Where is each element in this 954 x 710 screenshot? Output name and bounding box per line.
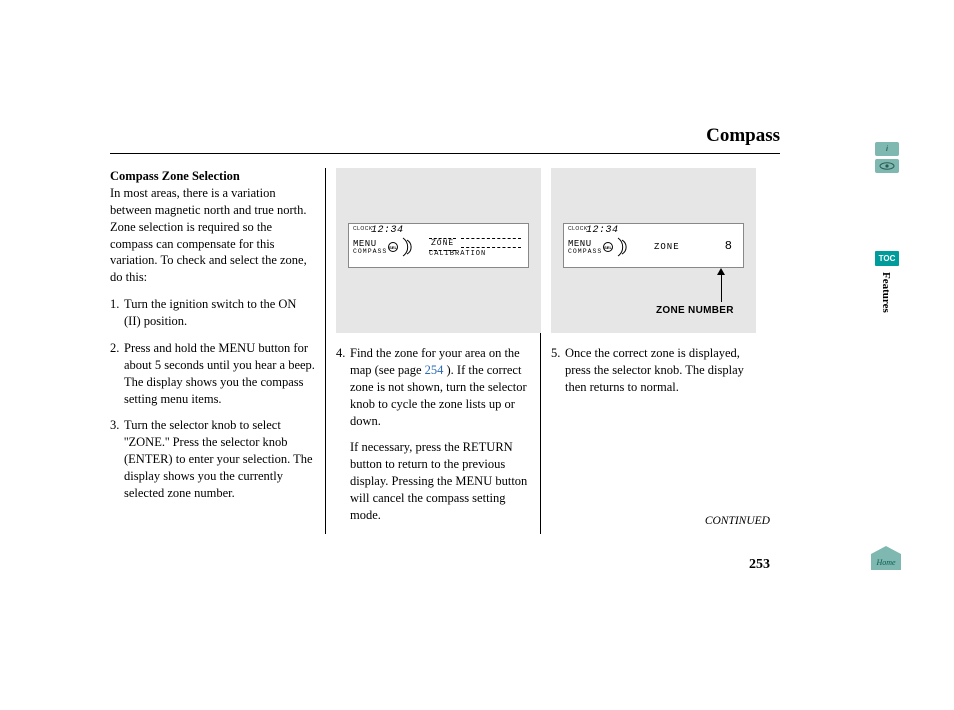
- lcd-sel-icon: SEL: [388, 242, 398, 252]
- lcd2-arc-icon: [614, 234, 640, 260]
- lcd-compass: COMPASS: [353, 248, 387, 257]
- column-1: Compass Zone Selection In most areas, th…: [110, 168, 325, 534]
- toc-tab[interactable]: TOC: [875, 251, 899, 266]
- step-5-text: Once the correct zone is displayed, pres…: [565, 345, 745, 396]
- step-2-text: Press and hold the MENU button for about…: [124, 340, 315, 408]
- column-3: CLOCK 12:34 MENU COMPASS SEL ZONE 8 ZONE…: [540, 168, 755, 534]
- step-2-num: 2.: [110, 340, 124, 408]
- home-tab[interactable]: Home: [871, 554, 901, 570]
- content-columns: Compass Zone Selection In most areas, th…: [110, 168, 870, 534]
- lcd-arc-icon: [399, 234, 425, 260]
- step-5-num: 5.: [551, 345, 565, 396]
- lcd-screen-2: CLOCK 12:34 MENU COMPASS SEL ZONE 8: [563, 223, 744, 268]
- lcd2-compass: COMPASS: [568, 248, 602, 257]
- step-1-text: Turn the ignition switch to the ON (II) …: [124, 296, 315, 330]
- lcd-clock-label: CLOCK: [353, 226, 373, 233]
- lcd-screen-1: CLOCK 12:34 MENU COMPASS SEL ZONE CALIBR…: [348, 223, 529, 268]
- home-label: Home: [876, 558, 895, 567]
- lcd2-zone-value: 8: [725, 238, 733, 254]
- column-2: CLOCK 12:34 MENU COMPASS SEL ZONE CALIBR…: [325, 168, 540, 534]
- intro-block: Compass Zone Selection In most areas, th…: [110, 168, 315, 286]
- zone-number-callout: ZONE NUMBER: [656, 304, 734, 318]
- eye-tab[interactable]: [875, 159, 899, 173]
- step-1: 1. Turn the ignition switch to the ON (I…: [110, 296, 315, 330]
- step-3-text: Turn the selector knob to select ''ZONE.…: [124, 417, 315, 501]
- lcd2-zone-label: ZONE: [654, 241, 680, 253]
- header-rule: [110, 153, 780, 154]
- step-1-num: 1.: [110, 296, 124, 330]
- step-2: 2. Press and hold the MENU button for ab…: [110, 340, 315, 408]
- arrow-line: [721, 270, 722, 302]
- info-tab[interactable]: i: [875, 142, 899, 156]
- side-tabs-top: i: [875, 142, 899, 173]
- intro-text: In most areas, there is a variation betw…: [110, 186, 307, 284]
- lcd-zone-highlighted: ZONE: [429, 238, 456, 251]
- lcd2-clock-label: CLOCK: [568, 226, 588, 233]
- lcd-calibration: CALIBRATION: [429, 250, 486, 259]
- section-title: Compass Zone Selection: [110, 169, 240, 183]
- toc-block: TOC Features: [875, 251, 899, 313]
- display-illustration-1: CLOCK 12:34 MENU COMPASS SEL ZONE CALIBR…: [336, 168, 541, 333]
- display-illustration-2: CLOCK 12:34 MENU COMPASS SEL ZONE 8 ZONE…: [551, 168, 756, 333]
- eye-icon: [879, 162, 895, 170]
- step-4c: If necessary, press the RETURN button to…: [350, 439, 530, 523]
- step-3: 3. Turn the selector knob to select ''ZO…: [110, 417, 315, 501]
- step-4: 4. Find the zone for your area on the ma…: [336, 345, 530, 524]
- page-link-254[interactable]: 254: [425, 363, 444, 377]
- continued-label: CONTINUED: [705, 515, 770, 527]
- features-label: Features: [880, 272, 892, 313]
- lcd2-sel-icon: SEL: [603, 242, 613, 252]
- page-title: Compass: [110, 125, 870, 147]
- step-4-num: 4.: [336, 345, 350, 524]
- step-4-text: Find the zone for your area on the map (…: [350, 345, 530, 524]
- page-number: 253: [749, 557, 770, 573]
- step-5: 5. Once the correct zone is displayed, p…: [551, 345, 745, 396]
- lcd-dash-line: [461, 238, 521, 248]
- step-3-num: 3.: [110, 417, 124, 501]
